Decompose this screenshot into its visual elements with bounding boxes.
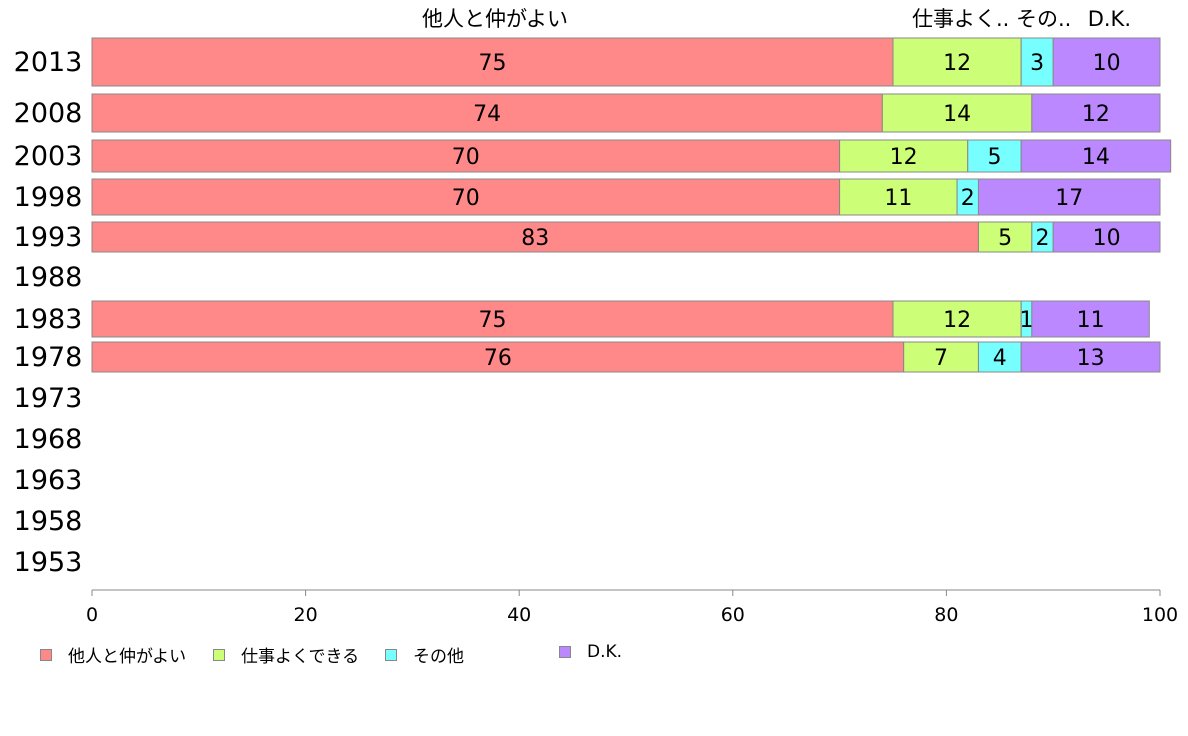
legend-item-series-4: D.K. <box>559 642 622 662</box>
data-label-2003-series-1: 70 <box>452 145 480 170</box>
bar-1993-series-2 <box>977 221 1033 253</box>
year-label-1998: 1998 <box>14 182 83 213</box>
top-label-3: その.. <box>1016 7 1071 31</box>
legend-item-series-3: その他 <box>385 642 464 667</box>
legend-swatch-series-2 <box>213 648 225 661</box>
legend-item-series-1: 他人と仲がよい <box>40 642 186 667</box>
bar-1978-series-4 <box>1020 341 1161 373</box>
data-label-2003-series-4: 14 <box>1082 145 1110 170</box>
data-label-2008-series-4: 12 <box>1082 102 1110 127</box>
data-label-2013-series-3: 3 <box>1030 51 1044 76</box>
data-label-1993-series-4: 10 <box>1093 226 1121 251</box>
bar-1998-series-1 <box>91 178 841 216</box>
bar-1978-series-2 <box>903 341 979 373</box>
bar-1993-series-1 <box>91 221 979 253</box>
legend-item-series-2: 仕事よくできる <box>213 642 359 667</box>
data-label-2003-series-2: 12 <box>890 145 918 170</box>
data-label-2013-series-1: 75 <box>479 51 507 76</box>
data-label-1978-series-3: 4 <box>993 346 1007 371</box>
bar-2003-series-3 <box>967 139 1022 173</box>
x-tick-label-40: 40 <box>507 604 531 626</box>
year-label-1993: 1993 <box>14 222 83 253</box>
bar-2003-series-4 <box>1020 139 1172 173</box>
year-label-1958: 1958 <box>14 506 83 537</box>
data-label-1998-series-3: 2 <box>961 186 975 211</box>
year-label-2013: 2013 <box>14 47 83 78</box>
legend-label-series-2: 仕事よくできる <box>241 647 360 667</box>
bar-2013-series-4 <box>1052 37 1161 87</box>
year-label-1983: 1983 <box>14 304 83 335</box>
x-tick-label-0: 0 <box>86 604 98 626</box>
year-label-2003: 2003 <box>14 141 83 172</box>
bar-2003-series-2 <box>839 139 969 173</box>
bar-2008-series-1 <box>91 93 883 133</box>
bar-1993-series-4 <box>1052 221 1161 253</box>
bar-1983-series-4 <box>1031 300 1150 338</box>
data-label-1983-series-3: 1 <box>1020 308 1034 333</box>
bar-1998-series-2 <box>839 178 958 216</box>
year-label-1978: 1978 <box>14 342 83 373</box>
year-label-1968: 1968 <box>14 424 83 455</box>
bar-2013-series-3 <box>1020 37 1054 87</box>
data-label-1993-series-3: 2 <box>1036 226 1050 251</box>
top-label-1: 他人と仲がよい <box>422 7 568 31</box>
legend-label-series-1: 他人と仲がよい <box>68 647 187 667</box>
bar-1978-series-3 <box>977 341 1022 373</box>
year-label-1953: 1953 <box>14 547 83 578</box>
data-label-2013-series-4: 10 <box>1093 51 1121 76</box>
data-label-1978-series-2: 7 <box>934 346 948 371</box>
x-tick-label-100: 100 <box>1142 604 1178 626</box>
data-label-1978-series-4: 13 <box>1077 346 1105 371</box>
bar-1983-series-1 <box>91 300 894 338</box>
legend-swatch-series-4 <box>559 646 571 658</box>
year-label-1973: 1973 <box>14 383 83 414</box>
data-label-1983-series-4: 11 <box>1077 308 1105 333</box>
legend: 他人と仲がよい 仕事よくできる その他 D.K. <box>40 642 680 667</box>
x-tick-label-80: 80 <box>934 604 958 626</box>
legend-label-series-4: D.K. <box>587 642 623 662</box>
data-label-1978-series-1: 76 <box>484 346 512 371</box>
data-label-1993-series-1: 83 <box>521 226 549 251</box>
legend-label-series-3: その他 <box>413 647 464 667</box>
legend-swatch-series-1 <box>40 648 52 661</box>
data-label-1983-series-1: 75 <box>479 308 507 333</box>
data-label-2003-series-3: 5 <box>987 145 1001 170</box>
data-label-1998-series-2: 11 <box>884 186 912 211</box>
data-label-1993-series-2: 5 <box>998 226 1012 251</box>
year-label-1963: 1963 <box>14 465 83 496</box>
top-label-2: 仕事よく.. <box>912 7 1009 31</box>
data-label-2013-series-2: 12 <box>943 51 971 76</box>
x-tick-label-60: 60 <box>721 604 745 626</box>
year-label-1988: 1988 <box>14 262 83 293</box>
legend-swatch-series-3 <box>385 648 397 661</box>
year-label-2008: 2008 <box>14 98 83 129</box>
bar-2008-series-4 <box>1031 93 1161 133</box>
bar-2008-series-2 <box>881 93 1033 133</box>
data-label-1998-series-4: 17 <box>1055 186 1083 211</box>
x-tick-label-20: 20 <box>294 604 318 626</box>
bar-2003-series-1 <box>91 139 841 173</box>
bar-2013-series-1 <box>91 37 894 87</box>
top-label-4: D.K. <box>1088 7 1131 31</box>
data-label-1983-series-2: 12 <box>943 308 971 333</box>
bar-2013-series-2 <box>892 37 1022 87</box>
bar-1978-series-1 <box>91 341 905 373</box>
bar-1998-series-4 <box>977 178 1161 216</box>
data-label-2008-series-1: 74 <box>473 102 501 127</box>
data-label-1998-series-1: 70 <box>452 186 480 211</box>
data-label-2008-series-2: 14 <box>943 102 971 127</box>
